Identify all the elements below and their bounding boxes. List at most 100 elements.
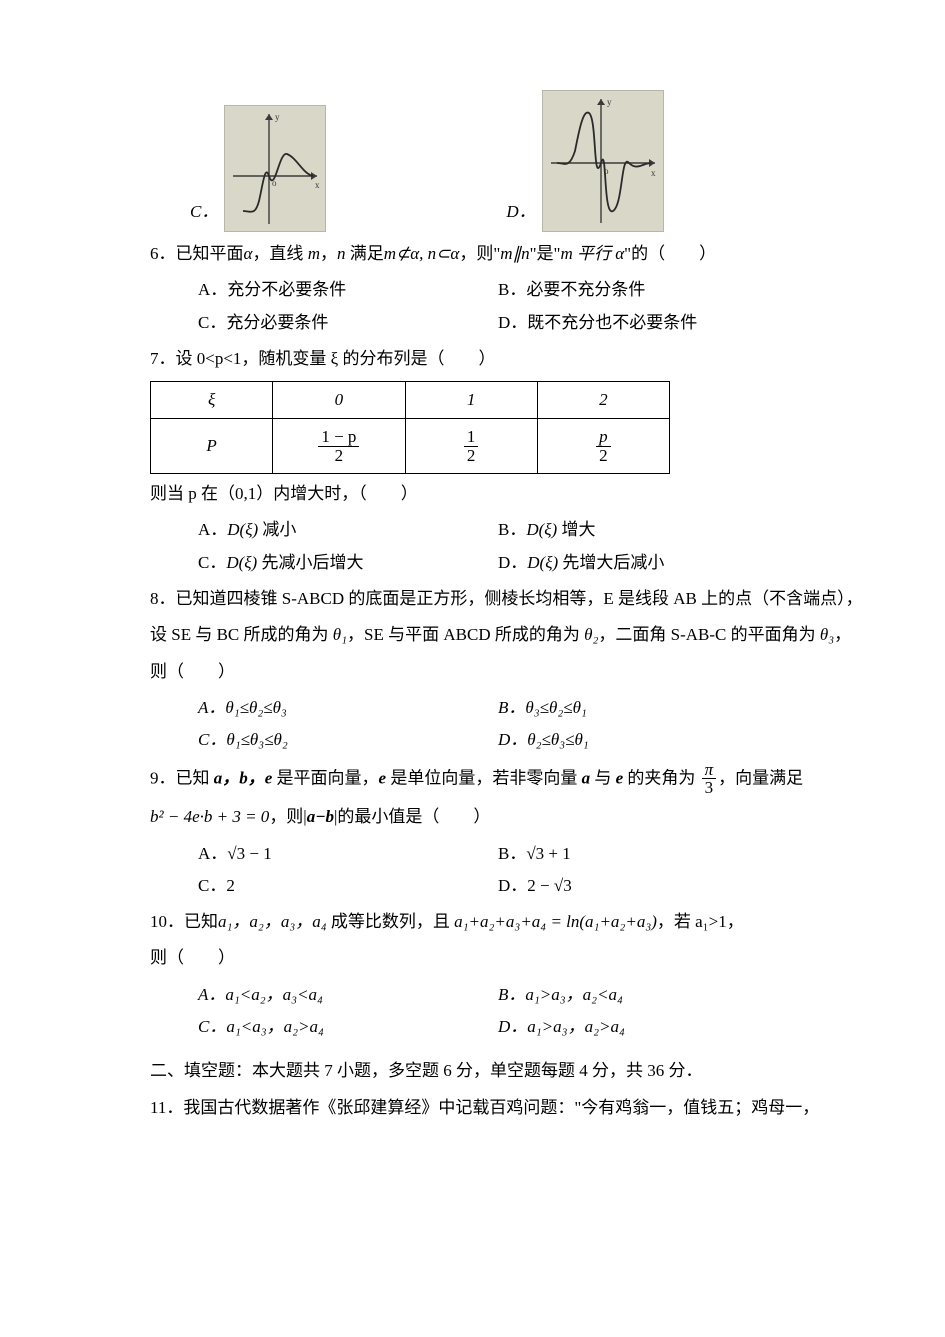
q6-t5: "是" bbox=[530, 244, 561, 263]
q7-options: A．D(ξ) 减小 B．D(ξ) 增大 C．D(ξ) 先减小后增大 D．D(ξ)… bbox=[198, 514, 945, 579]
q8-option-a[interactable]: A．θ₁≤θ₂≤θ₃ bbox=[198, 692, 498, 724]
q7-c0-num: 1 − p bbox=[318, 428, 359, 447]
graph-d-box: o x y bbox=[542, 90, 664, 232]
q7-c2-num: p bbox=[596, 428, 611, 447]
q7-c-pre: C． bbox=[198, 553, 226, 572]
q9-option-a[interactable]: A．√3 − 1 bbox=[198, 838, 498, 870]
q9-option-d[interactable]: D．2 − √3 bbox=[498, 870, 798, 902]
q7-option-d[interactable]: D．D(ξ) 先增大后减小 bbox=[498, 547, 798, 579]
q9-e2: e bbox=[616, 768, 624, 787]
q6-option-d[interactable]: D．既不充分也不必要条件 bbox=[498, 307, 798, 339]
q7-a-suf: 减小 bbox=[258, 520, 296, 539]
q9-option-c[interactable]: C．2 bbox=[198, 870, 498, 902]
q8-option-c[interactable]: C．θ₁≤θ₃≤θ₂ bbox=[198, 724, 498, 756]
q9-l1-e: 的夹角为 bbox=[623, 768, 700, 787]
q9-l2-a: ，则| bbox=[269, 807, 306, 826]
q9-l1-b: 是平面向量， bbox=[272, 768, 378, 787]
q7-b-pre: B． bbox=[498, 520, 526, 539]
graph-d-svg: o x y bbox=[543, 91, 663, 231]
q7-option-a[interactable]: A．D(ξ) 减小 bbox=[198, 514, 498, 546]
q10-l1-c: ，若 a₁>1， bbox=[657, 912, 744, 931]
q7-c2-den: 2 bbox=[596, 447, 611, 465]
q7-option-b[interactable]: B．D(ξ) 增大 bbox=[498, 514, 798, 546]
q11-stem: 11．我国古代数据著作《张邱建算经》中记载百鸡问题："今有鸡翁一，值钱五；鸡母一… bbox=[150, 1092, 945, 1124]
q7-th-0: 0 bbox=[273, 382, 405, 419]
q6-mn: m∥n bbox=[500, 244, 529, 263]
q8-c: C．θ₁≤θ₃≤θ₂ bbox=[198, 730, 288, 749]
q8-stem-l3: 则（ ） bbox=[150, 656, 945, 688]
q6-option-a[interactable]: A．充分不必要条件 bbox=[198, 274, 498, 306]
q7-a-mid: D(ξ) bbox=[227, 520, 258, 539]
option-d-graph: D． o x y bbox=[506, 90, 663, 232]
svg-text:y: y bbox=[275, 112, 280, 122]
q10-seq: a₁，a₂，a₃，a₄ bbox=[218, 912, 327, 931]
q7-distribution-table: ξ 0 1 2 P 1 − p2 12 p2 bbox=[150, 381, 670, 474]
graph-c-box: o x y bbox=[224, 105, 326, 232]
q9-options: A．√3 − 1 B．√3 + 1 C．2 D．2 − √3 bbox=[198, 838, 945, 903]
q8-d: D．θ₂≤θ₃≤θ₁ bbox=[498, 730, 589, 749]
q7-stem: 7．设 0<p<1，随机变量 ξ 的分布列是（ ） bbox=[150, 343, 945, 375]
q6-t6: "的（ ） bbox=[624, 244, 716, 263]
graph-c-svg: o x y bbox=[225, 106, 325, 231]
q8-stem-l1: 8．已知道四棱锥 S-ABCD 的底面是正方形，侧棱长均相等，E 是线段 AB … bbox=[150, 583, 945, 615]
q7-d-mid: D(ξ) bbox=[527, 553, 558, 572]
q10-option-b[interactable]: B．a₁>a₃，a₂<a₄ bbox=[498, 979, 798, 1011]
q6-t2: ，直线 bbox=[252, 244, 307, 263]
q7-c1-den: 2 bbox=[464, 447, 479, 465]
svg-text:x: x bbox=[315, 180, 320, 190]
q7-d-pre: D． bbox=[498, 553, 527, 572]
option-c-graph: C． o x y bbox=[190, 105, 326, 232]
q8-t2: θ₂ bbox=[584, 625, 598, 644]
q9-l1-d: 与 bbox=[590, 768, 616, 787]
q6-stem: 6．已知平面α，直线 m，n 满足m⊄α, n⊂α，则"m∥n"是"m 平行 α… bbox=[150, 238, 945, 270]
graph-options-row: C． o x y D． o x y bbox=[190, 90, 945, 232]
q9-e: e bbox=[379, 768, 387, 787]
q9-l2-b: |的最小值是（ ） bbox=[334, 807, 490, 826]
q7-th-xi: ξ bbox=[151, 382, 273, 419]
q9-stem-l1: 9．已知 a，b，e 是平面向量，e 是单位向量，若非零向量 a 与 e 的夹角… bbox=[150, 761, 945, 798]
q8-stem-l2: 设 SE 与 BC 所成的角为 θ₁，SE 与平面 ABCD 所成的角为 θ₂，… bbox=[150, 619, 945, 651]
q8-option-d[interactable]: D．θ₂≤θ₃≤θ₁ bbox=[498, 724, 798, 756]
q7-c1-num: 1 bbox=[464, 428, 479, 447]
q7-c-suf: 先减小后增大 bbox=[257, 553, 363, 572]
q8-option-b[interactable]: B．θ₃≤θ₂≤θ₁ bbox=[498, 692, 798, 724]
q7-th-1: 1 bbox=[405, 382, 537, 419]
q8-options: A．θ₁≤θ₂≤θ₃ B．θ₃≤θ₂≤θ₁ C．θ₁≤θ₃≤θ₂ D．θ₂≤θ₃… bbox=[198, 692, 945, 757]
q7-cell-1: 12 bbox=[405, 419, 537, 474]
q6-t3: 满足 bbox=[345, 244, 383, 263]
q6-c1: ， bbox=[320, 244, 337, 263]
q10-eq: a₁+a₂+a₃+a₄ = ln(a₁+a₂+a₃) bbox=[454, 912, 657, 931]
q10-stem-l1: 10．已知a₁，a₂，a₃，a₄ 成等比数列，且 a₁+a₂+a₃+a₄ = l… bbox=[150, 906, 945, 938]
q7-b-suf: 增大 bbox=[557, 520, 595, 539]
q6-t1: 6．已知平面 bbox=[150, 244, 244, 263]
q10-option-d[interactable]: D．a₁>a₃，a₂>a₄ bbox=[498, 1011, 798, 1043]
q6-rel: m⊄α, n⊂α bbox=[384, 244, 460, 263]
q8-t3: θ₃ bbox=[820, 625, 834, 644]
q7-row-label: P bbox=[151, 419, 273, 474]
q10-option-a[interactable]: A．a₁<a₂，a₃<a₄ bbox=[198, 979, 498, 1011]
q7-option-c[interactable]: C．D(ξ) 先减小后增大 bbox=[198, 547, 498, 579]
q7-th-2: 2 bbox=[537, 382, 669, 419]
q6-option-c[interactable]: C．充分必要条件 bbox=[198, 307, 498, 339]
q7-b-mid: D(ξ) bbox=[526, 520, 557, 539]
q9-l1-c: 是单位向量，若非零向量 bbox=[386, 768, 582, 787]
option-c-label: C． bbox=[190, 196, 218, 232]
q10-option-c[interactable]: C．a₁<a₃，a₂>a₄ bbox=[198, 1011, 498, 1043]
q7-c-mid: D(ξ) bbox=[226, 553, 257, 572]
q9-l1-f: ，向量满足 bbox=[718, 768, 803, 787]
q10-stem-l2: 则（ ） bbox=[150, 942, 945, 974]
q10-l1-a: 10．已知 bbox=[150, 912, 218, 931]
q7-c0-den: 2 bbox=[318, 447, 359, 465]
q6-options: A．充分不必要条件 B．必要不充分条件 C．充分必要条件 D．既不充分也不必要条… bbox=[198, 274, 945, 339]
q8-t1: θ₁ bbox=[333, 625, 347, 644]
q9-abc: a，b，e bbox=[214, 768, 273, 787]
q9-option-b[interactable]: B．√3 + 1 bbox=[498, 838, 798, 870]
svg-text:y: y bbox=[607, 97, 612, 107]
q6-m: m bbox=[308, 244, 320, 263]
q9-a: a bbox=[582, 768, 591, 787]
option-d-label: D． bbox=[506, 196, 535, 232]
q7-stem-text: 7．设 0<p<1，随机变量 ξ 的分布列是（ ） bbox=[150, 349, 496, 368]
q8-l2-a: 设 SE 与 BC 所成的角为 bbox=[150, 625, 333, 644]
q9-frac-den: 3 bbox=[702, 779, 717, 797]
q6-option-b[interactable]: B．必要不充分条件 bbox=[498, 274, 798, 306]
